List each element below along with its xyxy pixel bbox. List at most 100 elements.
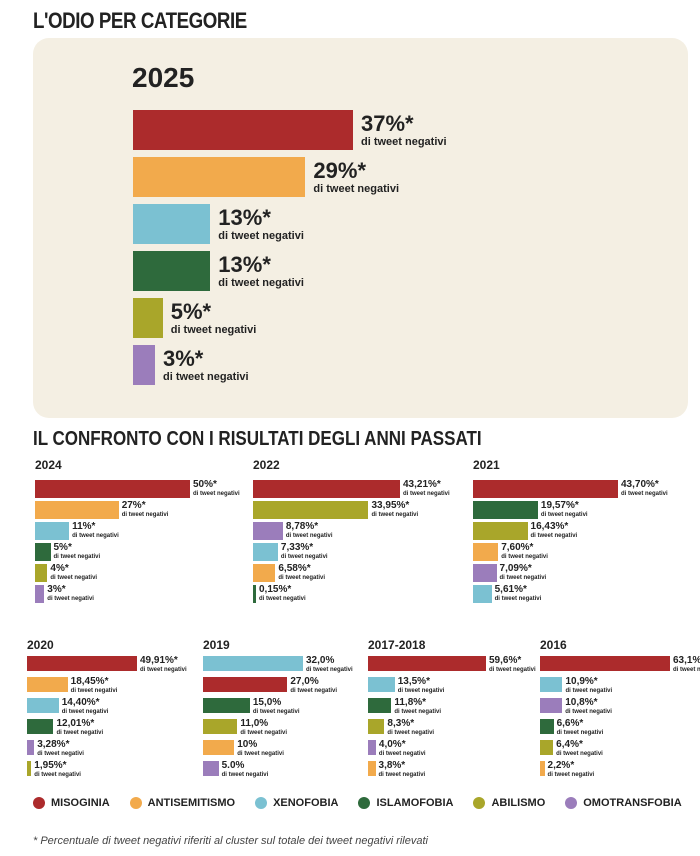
data-label-2019-misoginia: 27,0% di tweet negativi bbox=[290, 677, 338, 695]
bar-2019-antisemitismo bbox=[203, 740, 235, 755]
data-label-2016-antisemitismo: 2,2%* di tweet negativi bbox=[548, 761, 595, 779]
data-label-2025-islamofobia: 13%* di tweet negativi bbox=[218, 254, 304, 289]
value-label: 49,91%* bbox=[140, 655, 178, 666]
value-label: 50%* bbox=[193, 479, 217, 490]
data-label-2022-xenofobia: 7,33%* di tweet negativi bbox=[281, 543, 328, 561]
chart-title-2016: 2016 bbox=[540, 638, 567, 652]
sub-label: di tweet negativi bbox=[170, 324, 257, 336]
sub-label: di tweet negativi bbox=[556, 730, 604, 736]
data-label-2022-abilismo: 33,95%* di tweet negativi bbox=[371, 500, 419, 519]
bar-2019-abilismo bbox=[203, 719, 238, 734]
bar-2017-2018-misoginia bbox=[368, 656, 486, 671]
bar-2017-2018-xenofobia bbox=[368, 677, 395, 692]
value-label: 11%* bbox=[72, 521, 96, 532]
value-label: 43,70%* bbox=[621, 479, 659, 490]
data-label-2024-islamofobia: 5%* di tweet negativi bbox=[54, 543, 101, 561]
chart-title-2024: 2024 bbox=[35, 458, 62, 472]
value-label: 8,3%* bbox=[387, 718, 415, 729]
data-label-2016-misoginia: 63,1%*di tweet negativi bbox=[673, 656, 700, 674]
sub-label: di tweet negativi bbox=[313, 183, 399, 195]
sub-label: di tweet negativi bbox=[556, 751, 603, 757]
sub-label: di tweet negativi bbox=[565, 709, 612, 715]
data-label-2025-antisemitismo: 29%* di tweet negativi bbox=[313, 160, 399, 195]
value-label: 33,95%* bbox=[371, 500, 410, 511]
value-label: 18,45%* bbox=[70, 676, 109, 687]
value-label: 59,6%* bbox=[489, 655, 522, 666]
sub-label: di tweet negativi bbox=[499, 575, 547, 581]
value-label: 15,0% bbox=[252, 697, 282, 708]
data-label-2024-antisemitismo: 27%* di tweet negativi bbox=[122, 501, 169, 519]
sub-label: di tweet negativi bbox=[290, 688, 338, 694]
data-label-2017-2018-islamofobia: 11,8%* di tweet negativi bbox=[394, 698, 441, 716]
legend-label: MISOGINIA bbox=[51, 797, 110, 809]
sub-label: di tweet negativi bbox=[494, 596, 542, 602]
chart-2025-panel bbox=[33, 38, 688, 418]
bar-2016-antisemitismo bbox=[540, 761, 545, 776]
bar-2025-islamofobia bbox=[133, 251, 211, 291]
bar-2021-antisemitismo bbox=[473, 543, 499, 561]
value-label: 19,57%* bbox=[540, 500, 579, 511]
value-label: 6,58%* bbox=[278, 563, 311, 574]
bar-2024-xenofobia bbox=[35, 522, 70, 540]
value-label: 12,01%* bbox=[56, 718, 95, 729]
comparison-title: IL CONFRONTO CON I RISULTATI DEGLI ANNI … bbox=[33, 428, 482, 450]
value-label: 43,21%* bbox=[403, 479, 441, 490]
value-label: 5%* bbox=[170, 299, 212, 324]
sub-label: di tweet negativi bbox=[218, 277, 304, 289]
bar-2016-xenofobia bbox=[540, 677, 563, 692]
value-label: 13%* bbox=[218, 205, 271, 230]
legend-item-xenofobia: XENOFOBIA bbox=[255, 797, 338, 809]
bar-2022-islamofobia bbox=[253, 585, 256, 603]
value-label: 1,95%* bbox=[34, 760, 67, 771]
bar-2019-omotransfobia bbox=[203, 761, 219, 776]
bar-2021-abilismo bbox=[473, 522, 528, 540]
legend-item-antisemitismo: ANTISEMITISMO bbox=[129, 797, 236, 809]
data-label-2020-antisemitismo: 18,45%* di tweet negativi bbox=[70, 676, 118, 695]
sub-label: di tweet negativi bbox=[306, 667, 353, 673]
sub-label: di tweet negativi bbox=[240, 730, 288, 736]
legend-label: ANTISEMITISMO bbox=[147, 797, 236, 809]
bar-2019-misoginia bbox=[203, 677, 288, 692]
value-label: 5,61%* bbox=[494, 584, 527, 595]
value-label: 16,43%* bbox=[530, 521, 569, 532]
data-label-2025-xenofobia: 13%* di tweet negativi bbox=[218, 207, 304, 242]
bar-2020-antisemitismo bbox=[27, 677, 68, 692]
bar-2024-omotransfobia bbox=[35, 585, 45, 603]
chart-title-2022: 2022 bbox=[253, 458, 280, 472]
bar-2020-omotransfobia bbox=[27, 740, 35, 755]
sub-label: di tweet negativi bbox=[371, 512, 419, 518]
value-label: 10% bbox=[237, 739, 258, 750]
legend-item-abilismo: ABILISMO bbox=[473, 797, 545, 809]
footnote: * Percentuale di tweet negativi riferiti… bbox=[33, 835, 428, 847]
data-label-2021-omotransfobia: 7,09%* di tweet negativi bbox=[499, 564, 547, 582]
sub-label: di tweet negativi bbox=[193, 491, 240, 497]
sub-label: di tweet negativi bbox=[378, 772, 426, 778]
value-label: 3,28%* bbox=[37, 739, 70, 750]
value-label: 3,8%* bbox=[378, 760, 406, 771]
value-label: 5.0% bbox=[221, 760, 245, 771]
bar-2017-2018-omotransfobia bbox=[368, 740, 376, 755]
bar-2022-antisemitismo bbox=[253, 564, 276, 582]
data-label-2020-abilismo: 1,95%* di tweet negativi bbox=[34, 760, 81, 779]
value-label: 6,4%* bbox=[556, 739, 583, 750]
sub-label: di tweet negativi bbox=[397, 688, 445, 694]
bar-2016-abilismo bbox=[540, 740, 554, 755]
data-label-2022-islamofobia: 0,15%* di tweet negativi bbox=[259, 585, 306, 603]
value-label: 32,0% bbox=[306, 655, 335, 666]
data-label-2021-islamofobia: 19,57%* di tweet negativi bbox=[540, 500, 588, 519]
data-label-2019-abilismo: 11,0% di tweet negativi bbox=[240, 719, 288, 737]
data-label-2017-2018-xenofobia: 13,5%* di tweet negativi bbox=[397, 677, 445, 695]
bar-2017-2018-islamofobia bbox=[368, 698, 392, 713]
sub-label: di tweet negativi bbox=[673, 667, 700, 673]
misoginia-dot-icon bbox=[33, 797, 45, 809]
legend-label: ISLAMOFOBIA bbox=[376, 797, 454, 809]
data-label-2024-omotransfobia: 3%* di tweet negativi bbox=[47, 584, 94, 603]
value-label: 3%* bbox=[47, 584, 66, 595]
bar-2019-islamofobia bbox=[203, 698, 250, 713]
sub-label: di tweet negativi bbox=[72, 533, 119, 539]
bar-2016-omotransfobia bbox=[540, 698, 563, 713]
legend-label: ABILISMO bbox=[491, 797, 546, 809]
sub-label: di tweet negativi bbox=[403, 491, 450, 497]
bar-2025-xenofobia bbox=[133, 204, 211, 244]
data-label-2017-2018-antisemitismo: 3,8%* di tweet negativi bbox=[378, 760, 426, 779]
